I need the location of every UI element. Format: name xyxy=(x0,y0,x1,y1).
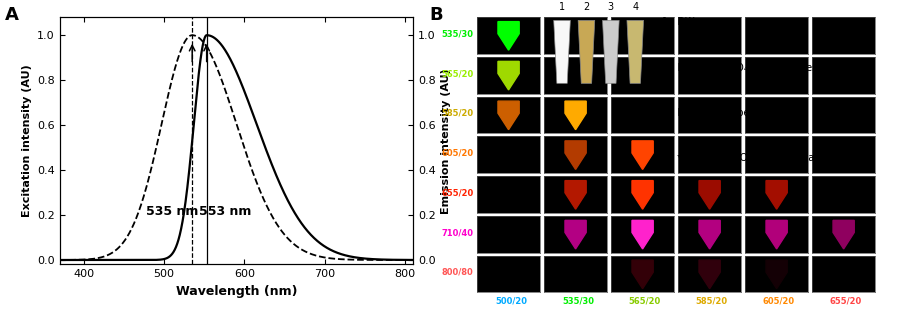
Polygon shape xyxy=(632,141,654,169)
Text: 655/20: 655/20 xyxy=(830,296,862,305)
Polygon shape xyxy=(602,20,619,83)
Text: 605/20: 605/20 xyxy=(442,149,474,158)
Text: 565/20: 565/20 xyxy=(442,69,474,78)
Polygon shape xyxy=(699,181,721,209)
Polygon shape xyxy=(632,260,654,289)
Text: 800/80: 800/80 xyxy=(442,268,474,277)
X-axis label: Wavelength (nm): Wavelength (nm) xyxy=(175,285,297,298)
Polygon shape xyxy=(632,181,654,209)
Text: 553 nm: 553 nm xyxy=(199,205,252,218)
Text: A: A xyxy=(5,6,18,24)
Text: 565/20: 565/20 xyxy=(629,296,661,305)
Text: 535/30: 535/30 xyxy=(562,296,594,305)
Polygon shape xyxy=(578,20,595,83)
Text: 4.  γ-PGA/MnFe₂O₄/PLL(PEG) nanogels: 4. γ-PGA/MnFe₂O₄/PLL(PEG) nanogels xyxy=(662,153,846,163)
Polygon shape xyxy=(565,101,587,130)
Text: 535/30: 535/30 xyxy=(442,29,474,38)
Text: 585/20: 585/20 xyxy=(442,109,474,118)
Polygon shape xyxy=(554,20,570,83)
Text: 4: 4 xyxy=(633,2,638,12)
Polygon shape xyxy=(699,220,721,249)
Polygon shape xyxy=(632,220,654,249)
Text: B: B xyxy=(430,6,443,24)
Polygon shape xyxy=(498,101,520,130)
Text: 655/20: 655/20 xyxy=(442,188,474,198)
Y-axis label: Emission intensity (AU): Emission intensity (AU) xyxy=(442,68,452,214)
Polygon shape xyxy=(627,20,644,83)
Text: 710/40: 710/40 xyxy=(442,228,474,237)
Text: 3: 3 xyxy=(608,2,614,12)
Polygon shape xyxy=(565,141,587,169)
Polygon shape xyxy=(565,181,587,209)
Text: 585/20: 585/20 xyxy=(696,296,728,305)
Text: 500/20: 500/20 xyxy=(495,296,527,305)
Text: 535 nm: 535 nm xyxy=(146,205,198,218)
Y-axis label: Excitation intensity (AU): Excitation intensity (AU) xyxy=(21,64,31,217)
Text: 1.  DW: 1. DW xyxy=(662,17,694,27)
Polygon shape xyxy=(766,181,788,209)
Polygon shape xyxy=(498,22,520,50)
Text: 2.  PLGA/MnFe₂O₄ nanoparticles: 2. PLGA/MnFe₂O₄ nanoparticles xyxy=(662,63,817,73)
Polygon shape xyxy=(833,220,855,249)
Text: 3.  Polystyrene beads: 3. Polystyrene beads xyxy=(662,108,767,118)
Text: 605/20: 605/20 xyxy=(763,296,795,305)
Text: 1: 1 xyxy=(559,2,565,12)
Text: 2: 2 xyxy=(583,2,589,12)
Polygon shape xyxy=(498,61,520,90)
Polygon shape xyxy=(766,260,788,289)
Polygon shape xyxy=(565,220,587,249)
Polygon shape xyxy=(699,260,721,289)
Polygon shape xyxy=(766,220,788,249)
